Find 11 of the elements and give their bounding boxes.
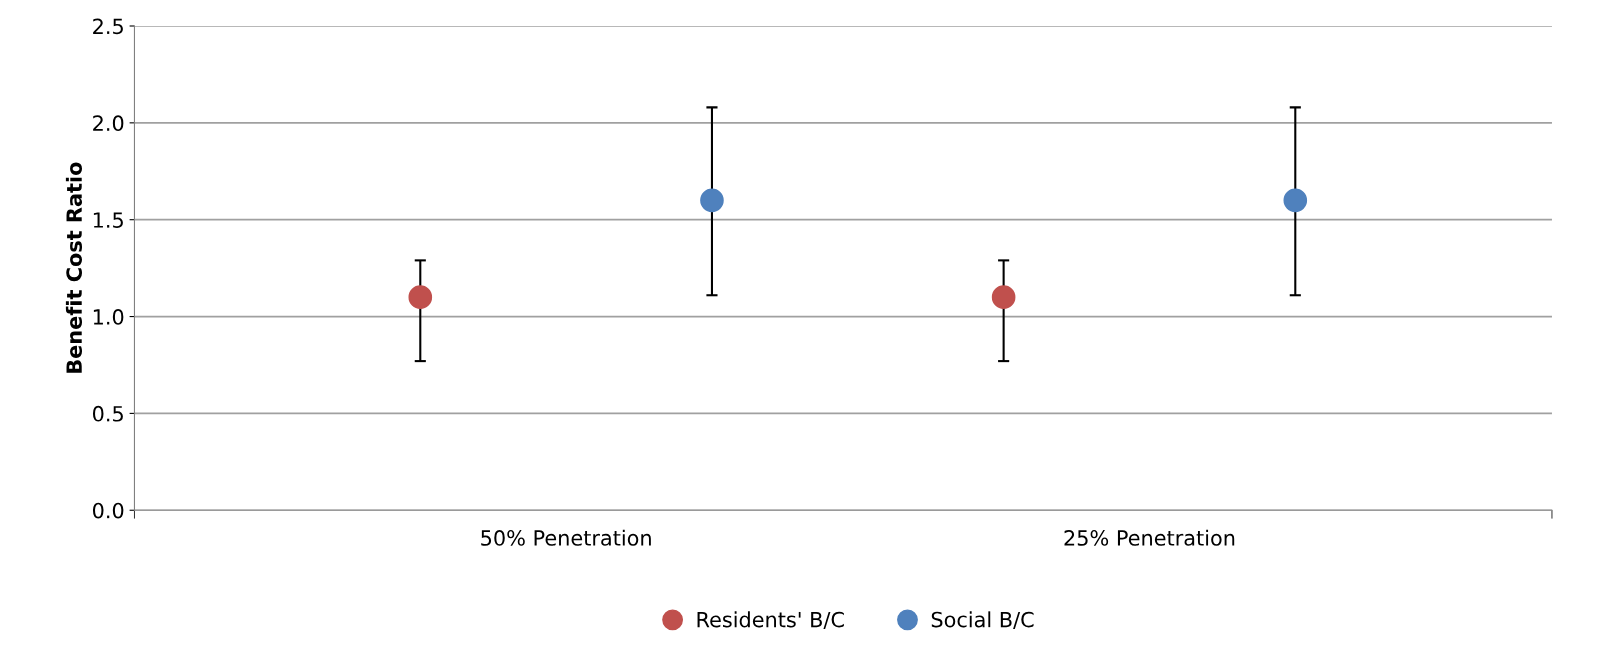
y-tick-label: 2.0 xyxy=(93,115,124,132)
y-axis-title: Benefit Cost Ratio xyxy=(65,162,83,373)
y-tick-label: 2.5 xyxy=(93,18,123,35)
y-tick-label: 0.5 xyxy=(92,405,123,422)
y-tick-label: 0.0 xyxy=(92,502,124,519)
legend-label: Residents' B/C xyxy=(697,611,844,630)
y-tick-label: 1.0 xyxy=(93,309,124,325)
x-tick-label: 25% Penetration xyxy=(1064,529,1235,546)
y-tick-label: 1.5 xyxy=(93,212,123,228)
x-tick-label: 50% Penetration xyxy=(481,529,651,546)
legend-label: Social B/C xyxy=(931,611,1034,630)
